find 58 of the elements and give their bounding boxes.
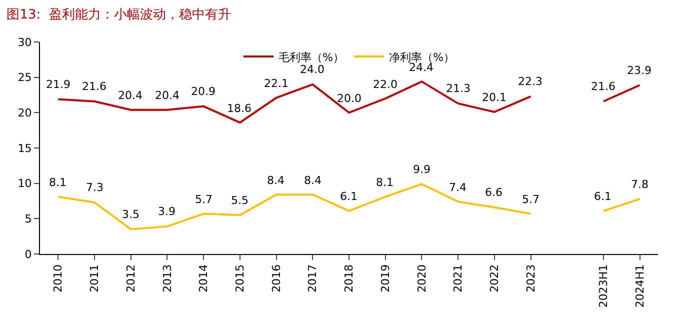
x-tick-label: 2021 bbox=[452, 264, 465, 292]
x-tick-label: 2018 bbox=[342, 264, 356, 292]
data-label: 18.6 bbox=[227, 102, 252, 115]
data-label: 21.6 bbox=[82, 80, 106, 93]
x-tick-label: 2019 bbox=[378, 264, 392, 292]
y-tick-label: 0 bbox=[24, 248, 32, 261]
data-label: 21.6 bbox=[591, 80, 616, 93]
data-label: 6.1 bbox=[594, 190, 612, 203]
x-tick-label: 2012 bbox=[124, 264, 138, 292]
y-tick-label: 25 bbox=[18, 71, 32, 84]
data-label: 3.5 bbox=[122, 208, 140, 221]
data-label: 20.9 bbox=[191, 85, 216, 98]
data-label: 23.9 bbox=[627, 64, 652, 77]
data-label: 7.3 bbox=[86, 181, 104, 194]
x-tick-label: 2010 bbox=[52, 264, 65, 292]
data-label: 21.9 bbox=[46, 78, 70, 91]
data-label: 8.4 bbox=[304, 174, 322, 187]
data-label: 20.4 bbox=[118, 89, 142, 102]
x-tick-label: 2016 bbox=[270, 264, 283, 292]
data-label: 8.1 bbox=[49, 176, 66, 189]
chart-title: 图13: 盈利能力：小幅波动，稳中有升 bbox=[6, 8, 231, 23]
y-tick-label: 20 bbox=[18, 106, 32, 120]
x-tick-label: 2013 bbox=[160, 264, 174, 292]
data-label: 24.4 bbox=[409, 61, 434, 74]
y-tick-label: 5 bbox=[24, 212, 32, 226]
data-label: 6.6 bbox=[485, 186, 502, 199]
data-label: 9.9 bbox=[413, 163, 430, 176]
data-label: 5.7 bbox=[522, 193, 540, 206]
data-label: 5.5 bbox=[231, 194, 248, 207]
x-tick-label: 2014 bbox=[197, 264, 210, 292]
data-label: 20.4 bbox=[155, 89, 180, 102]
x-tick-label: 2024H1 bbox=[633, 264, 646, 308]
data-label: 8.4 bbox=[267, 174, 284, 187]
data-label: 24.0 bbox=[300, 63, 324, 76]
y-tick-label: 30 bbox=[18, 36, 32, 49]
data-label: 22.0 bbox=[373, 78, 398, 91]
x-tick-label: 2022 bbox=[488, 264, 501, 292]
x-tick-label: 2011 bbox=[88, 264, 102, 292]
data-label: 5.7 bbox=[195, 193, 212, 206]
x-tick-label: 2023H1 bbox=[597, 264, 610, 308]
legend-label: 净利率（%） bbox=[388, 50, 454, 64]
data-label: 22.3 bbox=[518, 75, 542, 88]
x-tick-label: 2023 bbox=[524, 264, 538, 292]
data-label: 22.1 bbox=[264, 77, 288, 90]
data-label: 7.8 bbox=[631, 178, 648, 191]
data-label: 20.1 bbox=[482, 91, 506, 104]
data-label: 8.1 bbox=[376, 176, 394, 189]
y-tick-label: 15 bbox=[18, 142, 32, 155]
x-tick-label: 2020 bbox=[415, 264, 428, 292]
data-label: 3.9 bbox=[158, 205, 176, 218]
y-tick-label: 10 bbox=[18, 177, 32, 190]
legend-label: 毛利率（%） bbox=[278, 50, 344, 64]
data-label: 21.3 bbox=[446, 82, 470, 95]
data-label: 7.4 bbox=[449, 181, 466, 194]
data-label: 20.0 bbox=[337, 92, 362, 105]
x-tick-label: 2015 bbox=[234, 264, 247, 292]
data-label: 6.1 bbox=[340, 190, 358, 203]
x-tick-label: 2017 bbox=[306, 264, 320, 292]
